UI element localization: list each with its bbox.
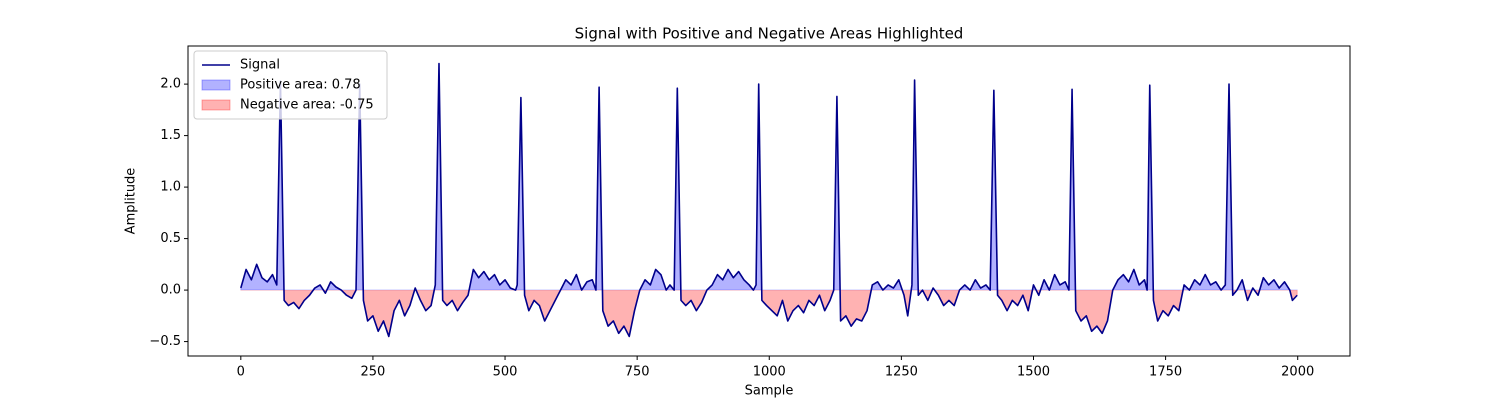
x-axis-label: Sample bbox=[745, 384, 794, 399]
y-tick-label: 0.0 bbox=[160, 283, 181, 298]
legend-label: Negative area: -0.75 bbox=[240, 98, 374, 113]
y-tick-label: 1.0 bbox=[160, 180, 181, 195]
y-tick-label: 1.5 bbox=[160, 128, 181, 143]
y-tick-label: 2.0 bbox=[160, 77, 181, 92]
legend-label: Positive area: 0.78 bbox=[240, 78, 361, 93]
legend-swatch bbox=[201, 99, 231, 111]
y-tick-label: −0.5 bbox=[149, 334, 181, 349]
x-tick-label: 1500 bbox=[1017, 365, 1050, 380]
x-tick-label: 250 bbox=[361, 365, 386, 380]
legend-swatch bbox=[201, 79, 231, 91]
x-tick-label: 2000 bbox=[1281, 365, 1314, 380]
x-tick-label: 1000 bbox=[753, 365, 786, 380]
x-tick-label: 0 bbox=[237, 365, 245, 380]
y-axis-label: Amplitude bbox=[124, 168, 139, 235]
x-tick-label: 1750 bbox=[1149, 365, 1182, 380]
legend-box bbox=[193, 50, 388, 120]
x-tick-label: 750 bbox=[625, 365, 650, 380]
x-tick-label: 1250 bbox=[885, 365, 918, 380]
area-negative bbox=[240, 290, 1298, 338]
y-tick-label: 0.5 bbox=[160, 231, 181, 246]
signal-line bbox=[240, 62, 1298, 338]
plot-frame bbox=[187, 45, 1351, 357]
legend-label: Signal bbox=[240, 58, 280, 73]
chart-title: Signal with Positive and Negative Areas … bbox=[575, 25, 964, 43]
x-tick-label: 500 bbox=[493, 365, 518, 380]
